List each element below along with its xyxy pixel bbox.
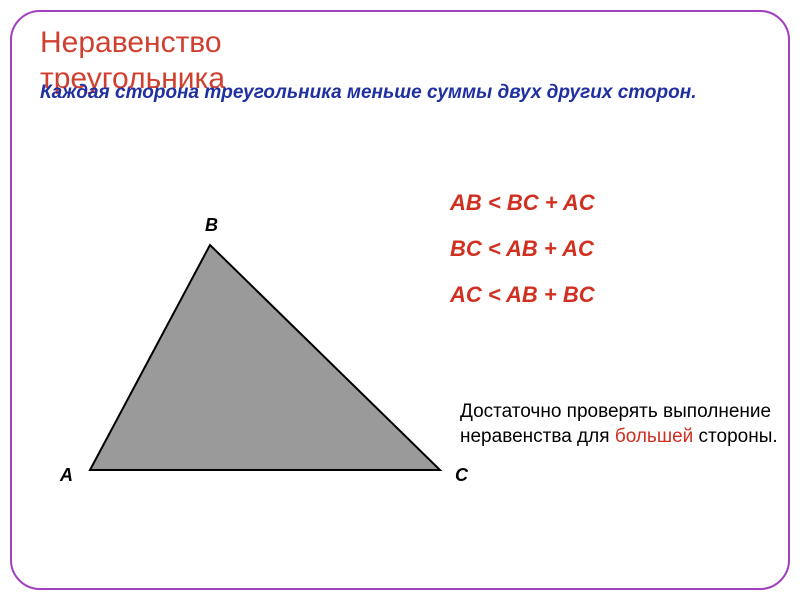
- inequality-3: AC < AB + BC: [450, 282, 595, 308]
- inequalities-block: AB < BC + AC BC < AB + AC AC < AB + BC: [450, 190, 595, 328]
- vertex-label-b: B: [205, 215, 218, 236]
- note-part2: стороны.: [693, 426, 777, 447]
- triangle-diagram: A B C: [40, 200, 470, 500]
- slide-content: Неравенство треугольника Каждая сторона …: [40, 25, 780, 106]
- inequality-2: BC < AB + AC: [450, 236, 595, 262]
- inequality-1: AB < BC + AC: [450, 190, 595, 216]
- note-highlight: большей: [615, 426, 693, 447]
- note-text: Достаточно проверять выполнение неравенс…: [460, 400, 780, 449]
- slide-subtitle: Каждая сторона треугольника меньше суммы…: [40, 81, 780, 106]
- triangle-svg: [40, 200, 470, 500]
- vertex-label-a: A: [60, 465, 73, 486]
- title-line1: Неравенство: [40, 26, 222, 59]
- vertex-label-c: C: [455, 465, 468, 486]
- triangle-shape: [90, 245, 440, 470]
